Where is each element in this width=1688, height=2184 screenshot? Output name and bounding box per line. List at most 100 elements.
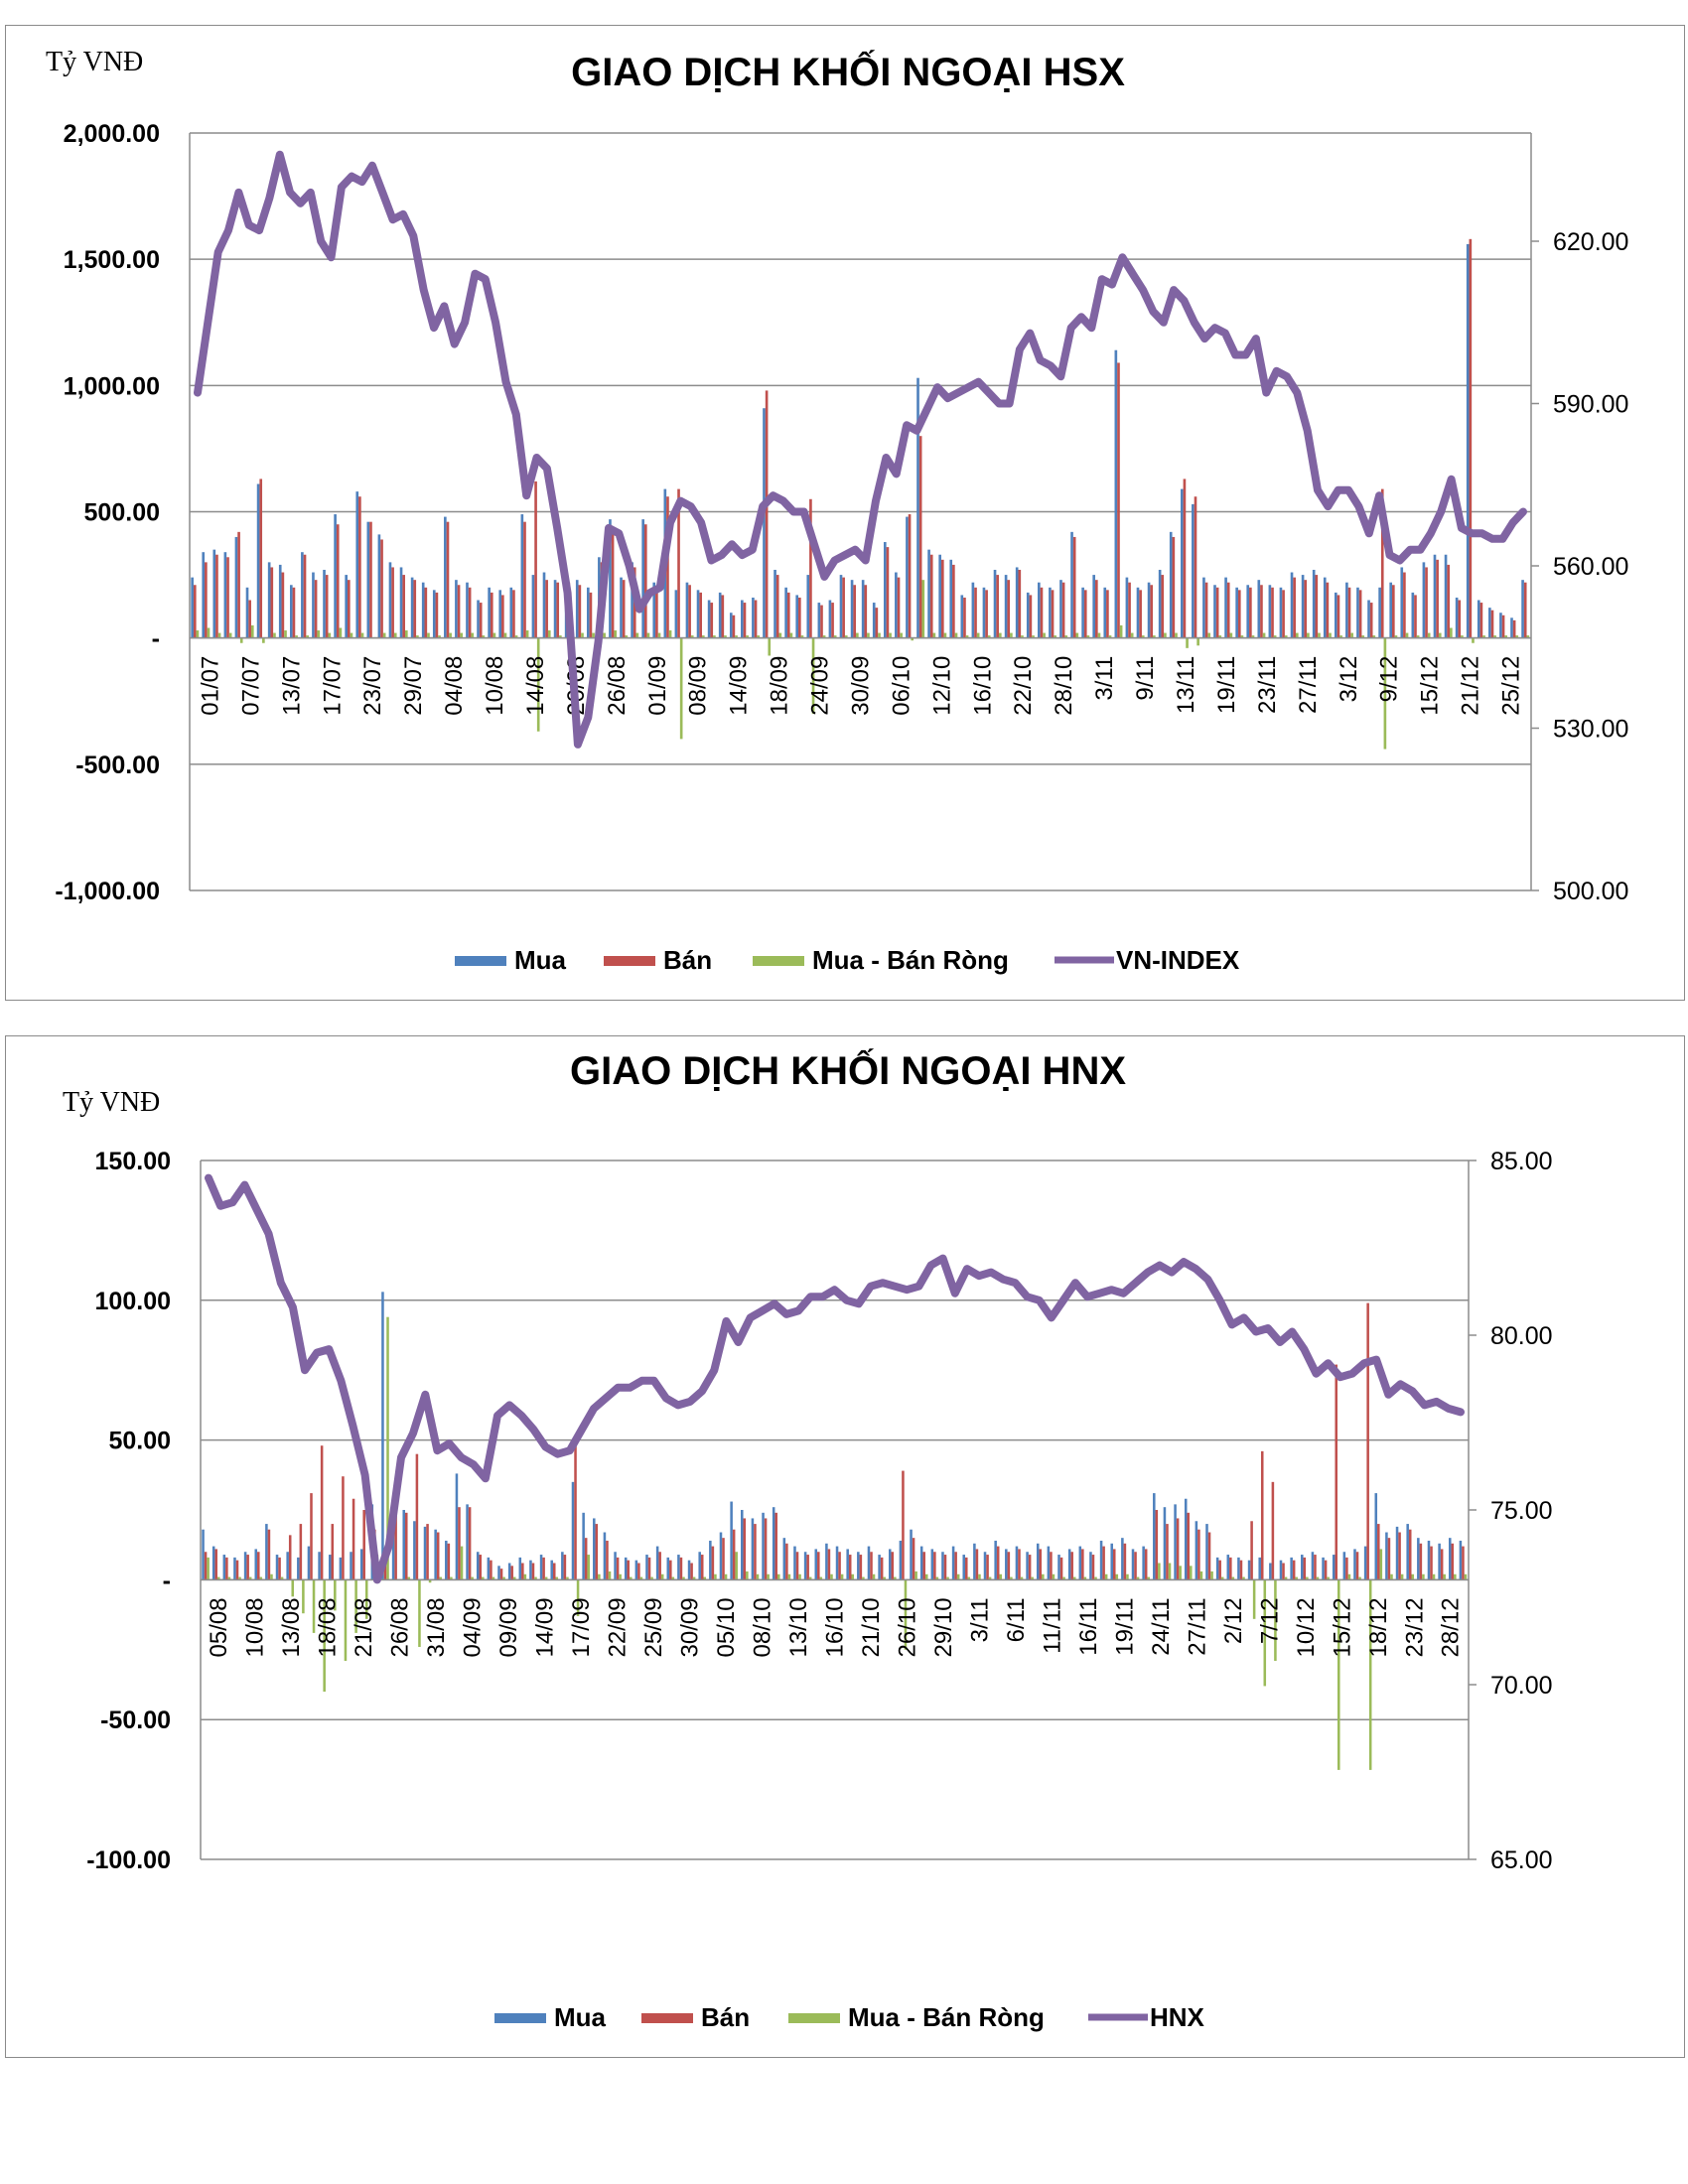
bar-net	[438, 635, 441, 638]
bar-net	[787, 1573, 791, 1580]
bar-net	[630, 1576, 633, 1580]
bar-ban	[1091, 1555, 1095, 1580]
bar-net	[724, 635, 727, 638]
bar-ban	[270, 567, 274, 638]
bar-net	[1339, 635, 1342, 638]
bar-mua	[718, 592, 722, 638]
bar-ban	[1501, 614, 1505, 638]
x-tick-label: 30/09	[677, 1597, 704, 1657]
bar-ban	[391, 567, 394, 638]
x-tick-label: 30/09	[848, 656, 875, 716]
bar-net	[900, 632, 903, 638]
bar-net	[904, 1579, 908, 1650]
bar-mua	[867, 1546, 871, 1580]
bar-ban	[415, 1453, 419, 1580]
bar-mua	[685, 582, 689, 638]
bar-net	[735, 635, 738, 638]
bar-mua	[707, 600, 711, 638]
bar-ban	[1051, 590, 1055, 638]
bar-mua	[1049, 587, 1052, 638]
bar-mua	[1367, 600, 1370, 638]
bar-ban	[754, 600, 758, 638]
bar-ban	[292, 587, 296, 638]
bar-mua	[1455, 597, 1459, 638]
bar-net	[555, 1576, 559, 1580]
y-tick-label: 100.00	[95, 1288, 171, 1315]
x-tick-label: 14/09	[726, 656, 753, 716]
bar-mua	[1047, 1546, 1051, 1580]
bar-net	[798, 1573, 801, 1580]
x-tick-label: 17/09	[568, 1597, 595, 1657]
bar-net	[883, 1576, 886, 1580]
bar-ban	[545, 580, 548, 638]
bar-ban	[1144, 1549, 1148, 1580]
bar-ban	[798, 597, 801, 638]
bar-mua	[434, 1529, 437, 1580]
bar-mua	[719, 1532, 723, 1580]
bar-net	[1372, 635, 1376, 638]
bar-ban	[1345, 1557, 1348, 1580]
bar-mua	[899, 1540, 903, 1580]
x-tick-label: 25/09	[640, 1597, 667, 1657]
x-tick-label: 21/08	[351, 1597, 377, 1657]
x-tick-label: 05/08	[206, 1597, 232, 1657]
bar-net	[1179, 1566, 1182, 1580]
x-tick-label: 10/08	[242, 1597, 269, 1657]
bar-ban	[325, 575, 329, 638]
bar-net	[1108, 635, 1112, 638]
bar-ban	[886, 547, 890, 638]
bar-ban	[711, 1546, 715, 1580]
bar-ban	[1282, 1563, 1285, 1580]
bar-mua	[1323, 577, 1327, 638]
y2-tick-label: 590.00	[1553, 391, 1628, 419]
bar-ban	[1018, 1549, 1021, 1580]
bar-net	[840, 1573, 844, 1580]
bar-mua	[1195, 1521, 1198, 1580]
bar-ban	[457, 585, 461, 638]
x-tick-label: 26/10	[894, 1597, 920, 1657]
x-tick-label: 23/11	[1254, 656, 1281, 714]
bar-ban	[1260, 585, 1263, 638]
bar-mua	[919, 1546, 923, 1580]
bar-mua	[355, 491, 359, 638]
x-tick-label: 13/08	[278, 1597, 305, 1657]
bar-mua	[1026, 1552, 1029, 1580]
bar-net	[800, 635, 804, 638]
x-tick-label: 18/12	[1365, 1597, 1392, 1657]
x-tick-label: 14/09	[532, 1597, 559, 1657]
bar-net	[1186, 637, 1189, 648]
bar-mua	[1427, 1540, 1431, 1580]
bar-net	[671, 1576, 675, 1580]
bar-net	[932, 632, 936, 638]
bar-ban	[1106, 590, 1109, 638]
bar-mua	[1226, 1555, 1230, 1580]
bar-ban	[647, 1557, 651, 1580]
bar-ban	[965, 1557, 968, 1580]
bar-ban	[870, 1552, 873, 1580]
x-tick-label: 31/08	[423, 1597, 450, 1657]
bar-mua	[1411, 592, 1415, 638]
bar-net	[270, 1573, 273, 1580]
bar-mua	[677, 1555, 680, 1580]
x-tick-label: 9/11	[1132, 656, 1159, 701]
x-tick-label: 06/10	[888, 656, 914, 716]
bar-ban	[405, 1512, 408, 1580]
bar-mua	[202, 552, 206, 638]
bar-ban	[754, 1524, 757, 1580]
bar-ban	[1007, 580, 1011, 638]
bar-ban	[891, 1552, 895, 1580]
bar-mua	[1488, 608, 1491, 638]
bar-mua	[1258, 1557, 1261, 1580]
bar-net	[808, 1576, 812, 1580]
bar-ban	[1293, 577, 1296, 638]
legend-label-mua: Mua	[514, 945, 567, 975]
bar-ban	[310, 1493, 313, 1580]
bar-mua	[993, 569, 997, 638]
bar-ban	[1326, 582, 1330, 638]
bar-ban	[1403, 572, 1406, 638]
x-tick-label: 09/09	[495, 1597, 522, 1657]
bar-ban	[468, 1507, 472, 1580]
bar-ban	[1239, 1560, 1243, 1580]
bar-ban	[563, 1555, 567, 1580]
bar-net	[248, 1576, 252, 1580]
